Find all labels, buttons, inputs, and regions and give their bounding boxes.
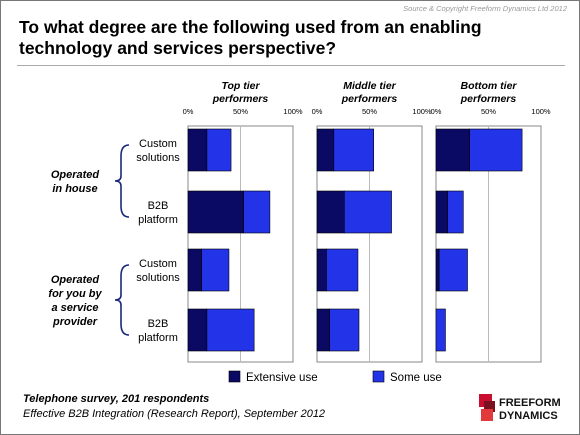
logo-line1: FREEFORM [499,397,561,409]
bar-extensive-use [435,190,448,234]
bar-some-use [435,308,446,352]
legend-swatch [372,370,385,383]
legend-label: Some use [390,372,442,384]
tick-label: 0% [183,107,194,116]
category-label: solutions [136,152,180,164]
group-label: provider [52,316,98,328]
category-label: Custom [139,138,177,150]
bar-extensive-use [187,190,244,234]
bar-extensive-use [435,128,470,172]
tick-label: 100% [283,107,303,116]
title-divider [17,65,565,66]
tick-label: 100% [531,107,551,116]
footer-survey: Telephone survey, 201 respondents [23,393,210,405]
tick-label: 50% [481,107,496,116]
category-label: platform [138,214,178,226]
group-label: in house [52,183,97,195]
panel-title: performers [341,93,398,105]
group-label: a service [51,302,98,314]
bar-some-use [206,308,255,352]
group-label: Operated [51,169,100,181]
bar-some-use [438,248,468,292]
bar-some-use [469,128,523,172]
panel-title: Bottom tier [461,80,518,92]
category-label: Custom [139,258,177,270]
tick-label: 50% [233,107,248,116]
bar-some-use [201,248,230,292]
bar-some-use [343,190,392,234]
tick-label: 50% [362,107,377,116]
bar-some-use [243,190,271,234]
tick-label: 0% [312,107,323,116]
legend-label: Extensive use [246,372,318,384]
bar-some-use [206,128,232,172]
category-label: platform [138,332,178,344]
category-label: B2B [148,200,169,212]
legend-swatch [228,370,241,383]
bar-extensive-use [316,248,327,292]
logo-line2: DYNAMICS [499,410,558,422]
bar-some-use [326,248,359,292]
page-title: To what degree are the following used fr… [19,17,482,58]
panel-title: performers [460,93,517,105]
tick-label: 0% [431,107,442,116]
bar-extensive-use [187,308,208,352]
group-label: for you by [48,288,102,300]
bar-some-use [333,128,374,172]
category-label: solutions [136,272,180,284]
bar-some-use [447,190,464,234]
category-label: B2B [148,318,169,330]
panel-title: Middle tier [343,80,396,92]
bar-extensive-use [187,128,208,172]
tick-label: 100% [412,107,432,116]
bar-some-use [329,308,360,352]
bar-extensive-use [316,190,345,234]
source-copyright: Source & Copyright Freeform Dynamics Ltd… [403,4,567,13]
bar-extensive-use [435,248,440,292]
bar-extensive-use [316,128,335,172]
freeform-dynamics-logo: FREEFORM DYNAMICS [479,394,561,422]
bar-extensive-use [316,308,330,352]
footer-report: Effective B2B Integration (Research Repo… [23,408,326,420]
group-brace [114,144,130,218]
group-brace [114,264,130,336]
group-label: Operated [51,274,100,286]
bar-extensive-use [187,248,202,292]
panel-title: performers [212,93,269,105]
panel-title: Top tier [221,80,260,92]
